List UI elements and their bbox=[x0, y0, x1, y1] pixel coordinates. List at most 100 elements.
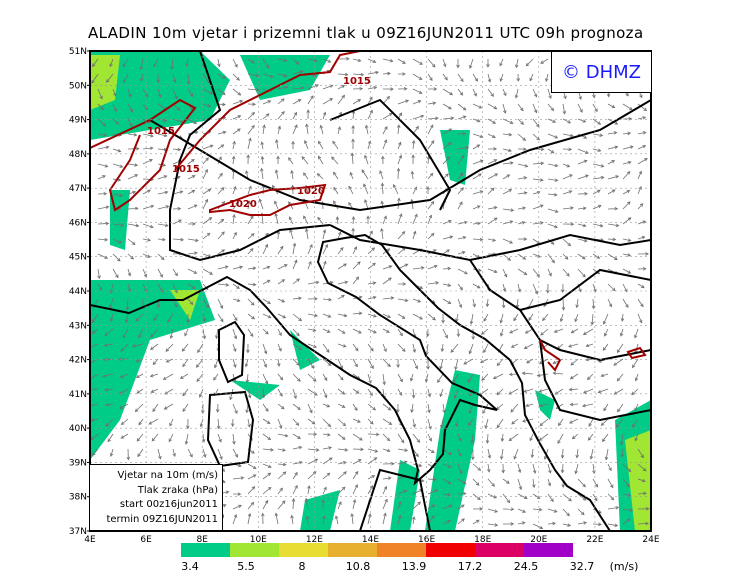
wind-arrow bbox=[561, 298, 566, 311]
wind-arrow bbox=[260, 141, 264, 150]
wind-arrow bbox=[412, 448, 419, 458]
wind-arrow bbox=[333, 186, 339, 195]
wind-arrow bbox=[472, 173, 482, 180]
wind-arrow bbox=[213, 373, 219, 381]
wind-arrow bbox=[562, 493, 572, 502]
lat-tick-label: 43N bbox=[69, 321, 87, 331]
wind-arrow bbox=[547, 178, 559, 182]
wind-arrow bbox=[380, 227, 384, 240]
wind-arrow bbox=[382, 58, 394, 63]
wind-arrow bbox=[487, 103, 498, 110]
wind-arrow bbox=[157, 223, 169, 228]
wind-arrow bbox=[532, 118, 540, 128]
wind-arrow bbox=[397, 58, 406, 64]
wind-arrow bbox=[127, 283, 132, 293]
wind-arrow bbox=[142, 159, 153, 165]
wind-arrow bbox=[457, 201, 463, 210]
wind-arrow bbox=[515, 58, 519, 69]
wind-arrow bbox=[571, 433, 579, 440]
wind-arrow bbox=[262, 279, 271, 285]
wind-arrow bbox=[217, 313, 224, 323]
wind-arrow bbox=[334, 515, 339, 525]
wind-arrow bbox=[469, 58, 474, 69]
wind-arrow bbox=[307, 243, 313, 255]
wind-arrow bbox=[511, 418, 519, 425]
wind-arrow bbox=[607, 103, 616, 109]
wind-arrow bbox=[337, 343, 347, 348]
wind-arrow bbox=[277, 98, 285, 105]
wind-arrow bbox=[472, 159, 484, 165]
wind-arrow bbox=[427, 73, 433, 82]
wind-arrow bbox=[569, 418, 579, 424]
wind-arrow bbox=[397, 72, 406, 76]
wind-arrow bbox=[247, 512, 252, 525]
wind-arrow bbox=[607, 478, 614, 489]
wind-arrow bbox=[187, 298, 194, 305]
colorbar-label: 24.5 bbox=[513, 560, 539, 573]
wind-arrow bbox=[427, 448, 435, 453]
wind-arrow bbox=[547, 163, 559, 168]
colorbar-swatch bbox=[181, 543, 230, 557]
wind-arrow bbox=[157, 88, 162, 98]
wind-arrow bbox=[349, 171, 354, 180]
wind-arrow bbox=[277, 418, 283, 429]
wind-arrow bbox=[102, 373, 114, 378]
wind-arrow bbox=[307, 432, 318, 436]
wind-arrow bbox=[292, 86, 305, 90]
wind-arrow bbox=[352, 72, 365, 77]
wind-arrow bbox=[637, 252, 649, 256]
wind-arrow bbox=[528, 313, 534, 321]
wind-arrow bbox=[396, 403, 400, 413]
wind-arrow bbox=[186, 418, 190, 430]
coastlines-borders bbox=[90, 51, 651, 531]
wind-arrow bbox=[553, 328, 564, 333]
wind-arrow bbox=[485, 298, 490, 308]
wind-arrow bbox=[367, 262, 376, 270]
lon-tick-label: 18E bbox=[474, 535, 491, 545]
wind-arrow bbox=[247, 137, 252, 150]
wind-arrow bbox=[304, 497, 309, 510]
wind-arrow bbox=[622, 268, 632, 274]
wind-arrow bbox=[539, 418, 549, 427]
dhmz-logo: © DHMZ bbox=[551, 52, 651, 93]
wind-arrow bbox=[337, 448, 349, 452]
wind-arrow bbox=[532, 478, 536, 489]
wind-arrow bbox=[127, 238, 136, 246]
wind-arrow bbox=[247, 266, 257, 271]
legend-info-box: Vjetar na 10m (m/s) Tlak zraka (hPa) sta… bbox=[90, 464, 223, 530]
wind-arrow bbox=[367, 448, 379, 453]
wind-arrow bbox=[622, 201, 631, 210]
wind-arrow bbox=[577, 159, 588, 165]
wind-arrow bbox=[442, 283, 452, 287]
wind-arrow bbox=[292, 484, 298, 495]
wind-arrow bbox=[277, 433, 289, 438]
wind-arrow bbox=[350, 152, 355, 165]
wind-arrow bbox=[560, 448, 565, 459]
wind-arrow bbox=[588, 418, 594, 427]
colorbar-label: 32.7 bbox=[569, 560, 595, 573]
wind-arrow bbox=[427, 281, 440, 285]
wind-arrow bbox=[542, 313, 549, 322]
wind-arrow bbox=[486, 58, 490, 68]
colorbar bbox=[181, 543, 573, 557]
wind-arrow bbox=[170, 58, 174, 70]
wind-arrow bbox=[181, 343, 189, 352]
lon-tick-label: 24E bbox=[642, 535, 659, 545]
isobar-label: 1020 bbox=[229, 199, 257, 210]
wind-arrow bbox=[107, 433, 114, 443]
wind-arrow bbox=[217, 144, 225, 150]
wind-arrow bbox=[382, 498, 388, 510]
wind-arrow bbox=[247, 73, 260, 78]
wind-arrow bbox=[467, 373, 474, 383]
wind-arrow bbox=[569, 402, 579, 407]
wind-arrow bbox=[472, 283, 481, 289]
wind-arrow bbox=[487, 206, 498, 210]
wind-arrow bbox=[382, 448, 391, 453]
wind-arrow bbox=[634, 373, 639, 382]
wind-arrow bbox=[562, 118, 572, 124]
wind-arrow bbox=[307, 471, 317, 480]
wind-arrow bbox=[619, 328, 624, 337]
wind-arrow bbox=[547, 463, 552, 474]
wind-arrow bbox=[172, 219, 182, 225]
wind-arrow bbox=[352, 261, 361, 270]
